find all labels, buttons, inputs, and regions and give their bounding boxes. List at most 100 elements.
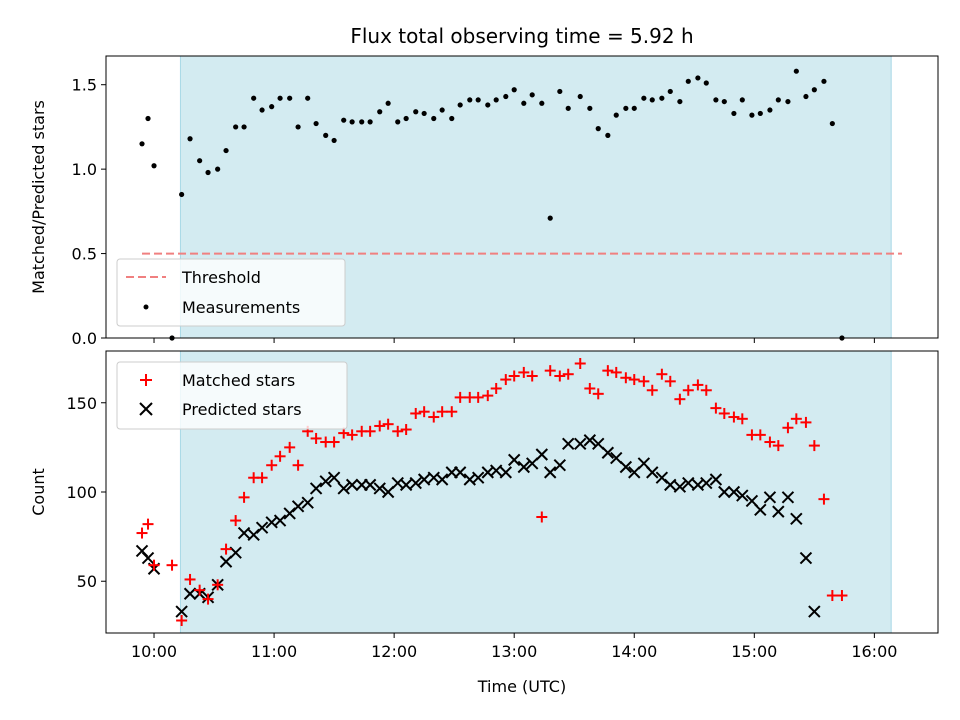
matched-star-point bbox=[610, 366, 622, 378]
measurement-point bbox=[395, 119, 401, 125]
measurement-point bbox=[557, 88, 563, 95]
matched-star-point bbox=[800, 416, 812, 428]
measurement-point bbox=[403, 115, 409, 122]
predicted-star-point bbox=[535, 448, 549, 461]
measurement-point bbox=[467, 97, 473, 103]
matched-star-point bbox=[482, 390, 494, 402]
measurement-point bbox=[649, 97, 655, 103]
matched-star-point bbox=[142, 518, 154, 530]
measurement-point bbox=[349, 119, 355, 125]
matched-star-point bbox=[284, 441, 296, 453]
matched-star-point bbox=[238, 491, 250, 503]
measurement-point bbox=[775, 97, 781, 103]
predicted-star-point bbox=[327, 471, 341, 484]
measurement-point bbox=[277, 95, 283, 101]
predicted-star-point bbox=[763, 491, 777, 504]
matched-star-point bbox=[646, 384, 658, 396]
matched-star-point bbox=[782, 422, 794, 434]
matched-star-point bbox=[212, 579, 224, 591]
measurement-points bbox=[139, 68, 845, 341]
matched-star-point bbox=[166, 559, 178, 571]
measurement-point bbox=[503, 93, 509, 100]
predicted-star-point bbox=[664, 478, 677, 492]
measurement-point bbox=[485, 102, 491, 108]
matched-star-point bbox=[518, 366, 530, 378]
matched-star-point bbox=[418, 406, 430, 418]
matched-star-point bbox=[292, 459, 304, 471]
measurement-point bbox=[493, 97, 499, 103]
matched-star-point bbox=[446, 406, 458, 418]
count-legend: Matched stars Predicted stars bbox=[116, 361, 348, 430]
measurement-point bbox=[641, 95, 647, 101]
measurement-point bbox=[703, 80, 709, 86]
measurement-point bbox=[377, 109, 383, 115]
matched-star-point bbox=[682, 384, 694, 396]
predicted-star-point bbox=[673, 480, 687, 493]
measurement-point bbox=[179, 191, 185, 198]
matched-star-point bbox=[490, 382, 502, 394]
matched-star-point bbox=[718, 407, 730, 419]
legend-measurements-swatch bbox=[143, 304, 149, 310]
matched-star-point bbox=[826, 590, 838, 602]
panel-ratio: 0.0 0.5 1.0 1.5 Matched/Predicted stars Thr… bbox=[29, 55, 939, 348]
matched-star-point bbox=[364, 425, 376, 437]
matched-star-point bbox=[508, 370, 520, 382]
predicted-star-point bbox=[736, 489, 749, 502]
predicted-star-point bbox=[700, 476, 713, 490]
measurement-point bbox=[539, 100, 545, 106]
matched-star-point bbox=[274, 450, 286, 462]
predicted-star-point bbox=[337, 482, 350, 495]
measurement-point bbox=[341, 117, 347, 123]
measurement-point bbox=[631, 105, 637, 111]
ratio-axes-frame bbox=[105, 55, 939, 339]
measurement-point bbox=[511, 87, 517, 93]
count-y-axis-label: Count bbox=[29, 468, 48, 516]
matched-star-point bbox=[266, 459, 278, 471]
measurement-point bbox=[713, 97, 719, 103]
predicted-star-point bbox=[507, 453, 521, 467]
measurement-point bbox=[721, 98, 727, 105]
matched-star-point bbox=[818, 493, 830, 505]
predicted-star-point bbox=[291, 500, 305, 513]
predicted-star-point bbox=[601, 446, 615, 459]
matched-star-point bbox=[836, 590, 848, 602]
measurement-point bbox=[145, 115, 151, 122]
measurement-point bbox=[739, 97, 745, 103]
measurement-point bbox=[287, 95, 293, 101]
matched-star-point bbox=[620, 372, 632, 384]
measurement-point bbox=[587, 105, 593, 111]
measurement-point bbox=[821, 78, 827, 84]
matched-stars-points bbox=[136, 357, 848, 627]
matched-star-point bbox=[428, 411, 440, 423]
matched-star-point bbox=[202, 593, 214, 605]
predicted-star-point bbox=[319, 475, 332, 488]
predicted-star-point bbox=[453, 466, 467, 479]
measurement-point bbox=[151, 163, 157, 169]
matched-star-point bbox=[692, 379, 704, 391]
matched-star-point bbox=[328, 436, 340, 448]
matched-star-point bbox=[184, 573, 196, 585]
measurement-point bbox=[695, 75, 701, 81]
matched-star-point bbox=[400, 424, 412, 436]
predicted-star-point bbox=[808, 605, 821, 618]
count-y-ticks: 50 100 150 bbox=[66, 394, 106, 591]
predicted-star-point bbox=[619, 460, 633, 474]
predicted-star-point bbox=[183, 587, 197, 600]
measurement-point bbox=[547, 215, 553, 221]
measurement-point bbox=[359, 119, 365, 125]
predicted-star-point bbox=[592, 437, 605, 451]
matched-star-point bbox=[536, 511, 548, 523]
count-y-tick-label: 100 bbox=[66, 483, 97, 502]
matched-star-point bbox=[230, 515, 242, 527]
count-y-tick-label: 150 bbox=[66, 394, 97, 413]
measurement-point bbox=[241, 124, 247, 130]
legend-predicted-swatch bbox=[139, 402, 153, 416]
matched-star-point bbox=[574, 357, 586, 369]
predicted-star-point bbox=[373, 482, 386, 495]
measurement-point bbox=[233, 124, 239, 130]
matched-star-point bbox=[382, 418, 394, 430]
predicted-star-point bbox=[709, 473, 723, 486]
ratio-legend: Threshold Measurements bbox=[116, 258, 346, 327]
ratio-y-tick-label: 0.0 bbox=[72, 329, 97, 348]
measurement-point bbox=[803, 93, 809, 100]
